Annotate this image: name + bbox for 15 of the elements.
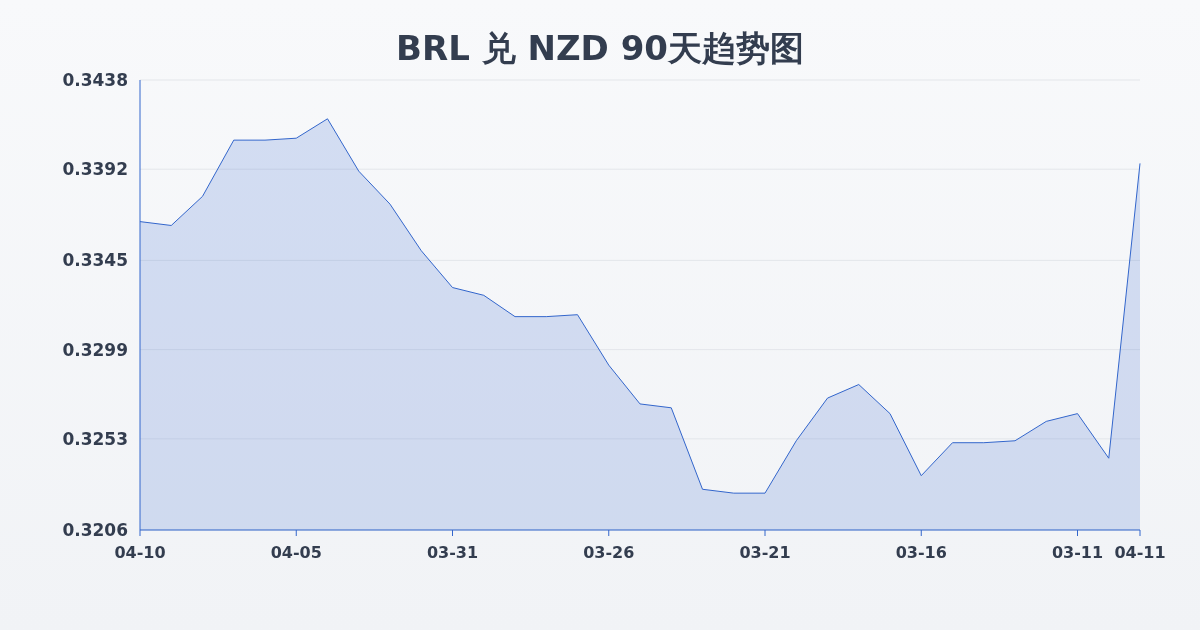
x-tick-label: 04-11: [1114, 543, 1166, 562]
y-tick-label: 0.3299: [62, 339, 128, 360]
y-tick-label: 0.3206: [62, 519, 128, 540]
y-tick-label: 0.3438: [62, 69, 128, 90]
x-tick-label: 03-21: [739, 543, 791, 562]
x-tick-label: 04-10: [114, 543, 166, 562]
x-tick-label: 03-31: [426, 543, 479, 562]
y-tick-label: 0.3253: [62, 428, 128, 449]
x-tick-label: 03-26: [583, 543, 635, 562]
x-tick-label: 03-11: [1051, 543, 1104, 562]
y-tick-label: 0.3345: [62, 250, 128, 271]
x-tick-label: 03-16: [895, 543, 947, 562]
chart-title: BRL 兑 NZD 90天趋势图: [396, 28, 804, 68]
x-tick-label: 04-05: [270, 543, 322, 562]
y-tick-label: 0.3392: [62, 159, 128, 180]
